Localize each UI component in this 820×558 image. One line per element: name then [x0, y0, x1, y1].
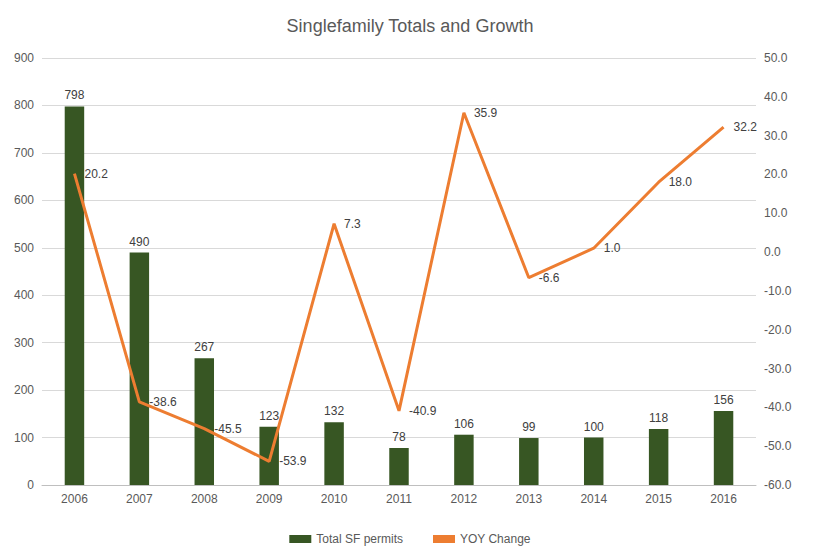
svg-text:118: 118 — [649, 411, 668, 425]
svg-text:0.0: 0.0 — [764, 245, 781, 259]
svg-text:-10.0: -10.0 — [764, 284, 792, 298]
svg-text:490: 490 — [129, 235, 149, 249]
svg-text:50.0: 50.0 — [764, 51, 788, 65]
svg-text:10.0: 10.0 — [764, 206, 788, 220]
svg-text:156: 156 — [714, 393, 734, 407]
svg-text:100: 100 — [584, 420, 604, 434]
svg-text:7.3: 7.3 — [344, 217, 361, 231]
svg-text:2013: 2013 — [515, 492, 542, 506]
svg-text:106: 106 — [454, 417, 474, 431]
svg-text:900: 900 — [14, 51, 34, 65]
svg-text:400: 400 — [14, 288, 34, 302]
svg-text:-20.0: -20.0 — [764, 323, 792, 337]
svg-text:40.0: 40.0 — [764, 90, 788, 104]
svg-text:YOY Change: YOY Change — [460, 532, 531, 546]
svg-text:-45.5: -45.5 — [214, 422, 242, 436]
svg-text:2011: 2011 — [386, 492, 412, 506]
svg-text:-40.0: -40.0 — [764, 400, 792, 414]
svg-text:300: 300 — [14, 336, 34, 350]
svg-text:-40.9: -40.9 — [409, 404, 437, 418]
svg-text:20.0: 20.0 — [764, 167, 788, 181]
svg-text:18.0: 18.0 — [669, 175, 693, 189]
svg-text:2012: 2012 — [451, 492, 478, 506]
svg-text:-60.0: -60.0 — [764, 478, 792, 492]
svg-text:2010: 2010 — [321, 492, 348, 506]
svg-text:-50.0: -50.0 — [764, 439, 792, 453]
svg-text:Singlefamily Totals and Growth: Singlefamily Totals and Growth — [287, 16, 534, 36]
svg-text:30.0: 30.0 — [764, 129, 788, 143]
svg-text:132: 132 — [324, 404, 344, 418]
svg-text:100: 100 — [14, 431, 34, 445]
svg-text:2015: 2015 — [645, 492, 672, 506]
svg-text:123: 123 — [259, 409, 279, 423]
svg-text:2007: 2007 — [126, 492, 153, 506]
svg-text:78: 78 — [392, 430, 406, 444]
svg-text:-53.9: -53.9 — [279, 454, 307, 468]
svg-text:500: 500 — [14, 241, 34, 255]
svg-text:2008: 2008 — [191, 492, 218, 506]
svg-text:-38.6: -38.6 — [149, 395, 177, 409]
svg-text:2006: 2006 — [61, 492, 88, 506]
svg-text:267: 267 — [194, 340, 214, 354]
svg-text:700: 700 — [14, 146, 34, 160]
svg-text:1.0: 1.0 — [604, 241, 621, 255]
svg-text:-30.0: -30.0 — [764, 362, 792, 376]
svg-text:800: 800 — [14, 98, 34, 112]
svg-text:-6.6: -6.6 — [539, 271, 560, 285]
svg-text:99: 99 — [522, 420, 536, 434]
svg-text:35.9: 35.9 — [474, 106, 498, 120]
svg-text:200: 200 — [14, 383, 34, 397]
svg-text:600: 600 — [14, 193, 34, 207]
svg-text:20.2: 20.2 — [84, 167, 108, 181]
svg-text:2009: 2009 — [256, 492, 283, 506]
svg-text:0: 0 — [27, 478, 34, 492]
svg-text:2014: 2014 — [580, 492, 607, 506]
svg-text:798: 798 — [64, 88, 84, 102]
svg-text:Total SF permits: Total SF permits — [316, 532, 403, 546]
svg-text:2016: 2016 — [710, 492, 737, 506]
svg-text:32.2: 32.2 — [734, 120, 758, 134]
